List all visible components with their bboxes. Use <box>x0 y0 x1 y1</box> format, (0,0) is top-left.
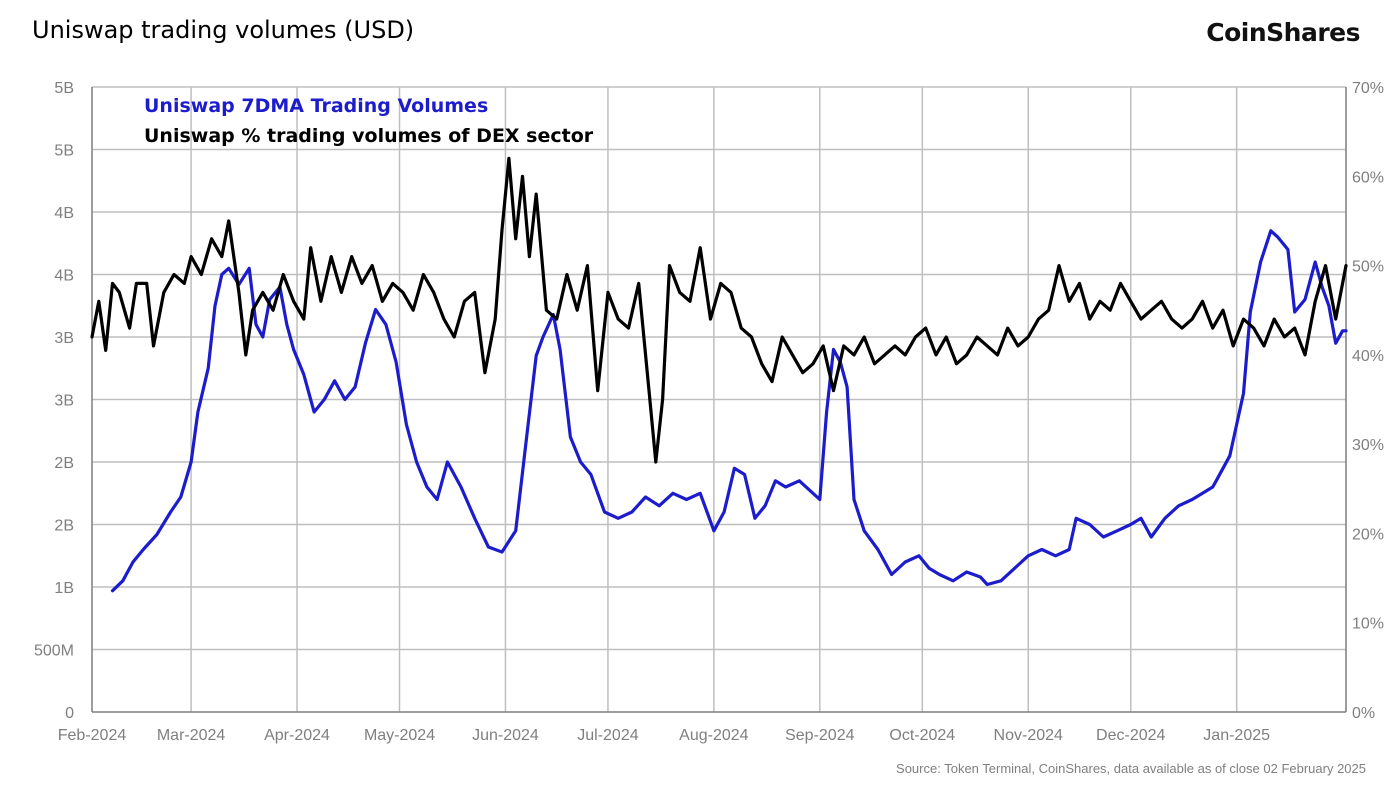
left-tick-label: 4B <box>54 205 74 222</box>
left-tick-label: 500M <box>34 643 74 660</box>
right-tick-label: 10% <box>1352 616 1384 633</box>
series-line-volume <box>110 229 1348 593</box>
left-tick-label: 2B <box>54 455 74 472</box>
left-tick-label: 5B <box>54 80 74 97</box>
x-tick-label: Dec-2024 <box>1096 727 1165 744</box>
left-tick-label: 1B <box>54 580 74 597</box>
axes <box>91 87 1347 713</box>
x-tick-label: Jan-2025 <box>1203 727 1270 744</box>
left-tick-label: 5B <box>54 143 74 160</box>
x-tick-label: Sep-2024 <box>785 727 854 744</box>
left-tick-label: 2B <box>54 518 74 535</box>
left-tick-label: 4B <box>54 268 74 285</box>
x-tick-label: Jun-2024 <box>472 727 539 744</box>
series-line-dex-share <box>90 156 1348 464</box>
gridlines <box>92 86 1346 712</box>
coinshares-logo: CoinShares <box>1206 18 1360 47</box>
x-tick-label: Nov-2024 <box>994 727 1063 744</box>
right-tick-label: 40% <box>1352 348 1384 365</box>
legend-entry-share: Uniswap % trading volumes of DEX sector <box>144 125 594 147</box>
left-tick-label: 3B <box>54 330 74 347</box>
x-tick-label: Oct-2024 <box>889 727 955 744</box>
legend-entry-volume: Uniswap 7DMA Trading Volumes <box>144 95 488 117</box>
x-tick-label: Apr-2024 <box>264 727 330 744</box>
left-tick-label: 0 <box>65 705 74 722</box>
x-tick-label: Aug-2024 <box>679 727 748 744</box>
source-note: Source: Token Terminal, CoinShares, data… <box>896 761 1366 776</box>
legend: Uniswap 7DMA Trading Volumes Uniswap % t… <box>144 95 594 147</box>
x-tick-label: Mar-2024 <box>157 727 226 744</box>
left-tick-label: 3B <box>54 393 74 410</box>
x-tick-label: Feb-2024 <box>58 727 127 744</box>
series-lines <box>90 156 1348 593</box>
chart-title: Uniswap trading volumes (USD) <box>32 16 415 44</box>
right-tick-label: 30% <box>1352 437 1384 454</box>
right-tick-label: 20% <box>1352 526 1384 543</box>
right-tick-label: 0% <box>1352 705 1375 722</box>
x-tick-label: Jul-2024 <box>577 727 638 744</box>
right-tick-label: 60% <box>1352 169 1384 186</box>
x-axis-ticks: Feb-2024 Mar-2024 Apr-2024 May-2024 Jun-2024… <box>58 727 1270 744</box>
left-axis-ticks: 0 500M 1B 2B 2B 3B 3B 4B 4B 5B 5B <box>34 80 74 722</box>
right-tick-label: 50% <box>1352 259 1384 276</box>
right-tick-label: 70% <box>1352 80 1384 97</box>
right-axis-ticks: 0% 10% 20% 30% 40% 50% 60% 70% <box>1352 80 1384 722</box>
x-tick-label: May-2024 <box>364 727 435 744</box>
